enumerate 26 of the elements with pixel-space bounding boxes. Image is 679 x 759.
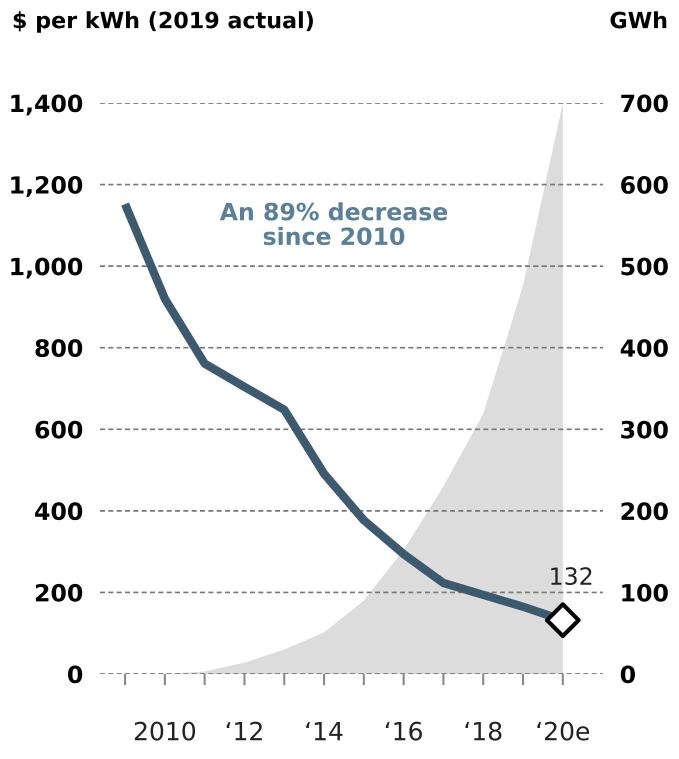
y-tick-label: 1,000	[11, 258, 82, 278]
y-tick-label: 400	[35, 502, 82, 520]
y2-tick-label: 400	[620, 339, 668, 358]
y2-tick-label: 200	[622, 502, 668, 520]
y2-tick-label: 600	[621, 176, 668, 194]
y2-tick-label: 0	[620, 665, 635, 684]
y-tick-label: 600	[36, 420, 82, 439]
y-tick-label: 800	[35, 339, 82, 358]
x-tick-label: ‘18	[465, 722, 502, 741]
y2-axis-title: GWh	[610, 11, 666, 28]
y2-tick-label: 500	[621, 258, 668, 276]
y2-tick-label: 300	[621, 420, 668, 439]
x-tick-label: 2010	[134, 722, 196, 741]
data-label: 132	[551, 567, 592, 586]
y-axis-title: $ per kWh (2019 actual)	[14, 11, 313, 33]
y-tick-label: 200	[36, 584, 82, 602]
y-tick-label: 1,400	[11, 94, 82, 116]
x-tick-label: ‘20e	[537, 722, 590, 741]
x-tick-label: ‘12	[226, 722, 262, 740]
y2-tick-label: 700	[621, 94, 668, 112]
y-tick-label: 1,200	[11, 176, 82, 197]
annotation: An 89% decrease since 2010	[220, 202, 448, 246]
x-tick-label: ‘14	[306, 722, 343, 740]
y2-tick-label: 100	[622, 584, 668, 602]
x-tick-label: ‘16	[386, 722, 422, 741]
y-tick-label: 0	[68, 665, 82, 684]
